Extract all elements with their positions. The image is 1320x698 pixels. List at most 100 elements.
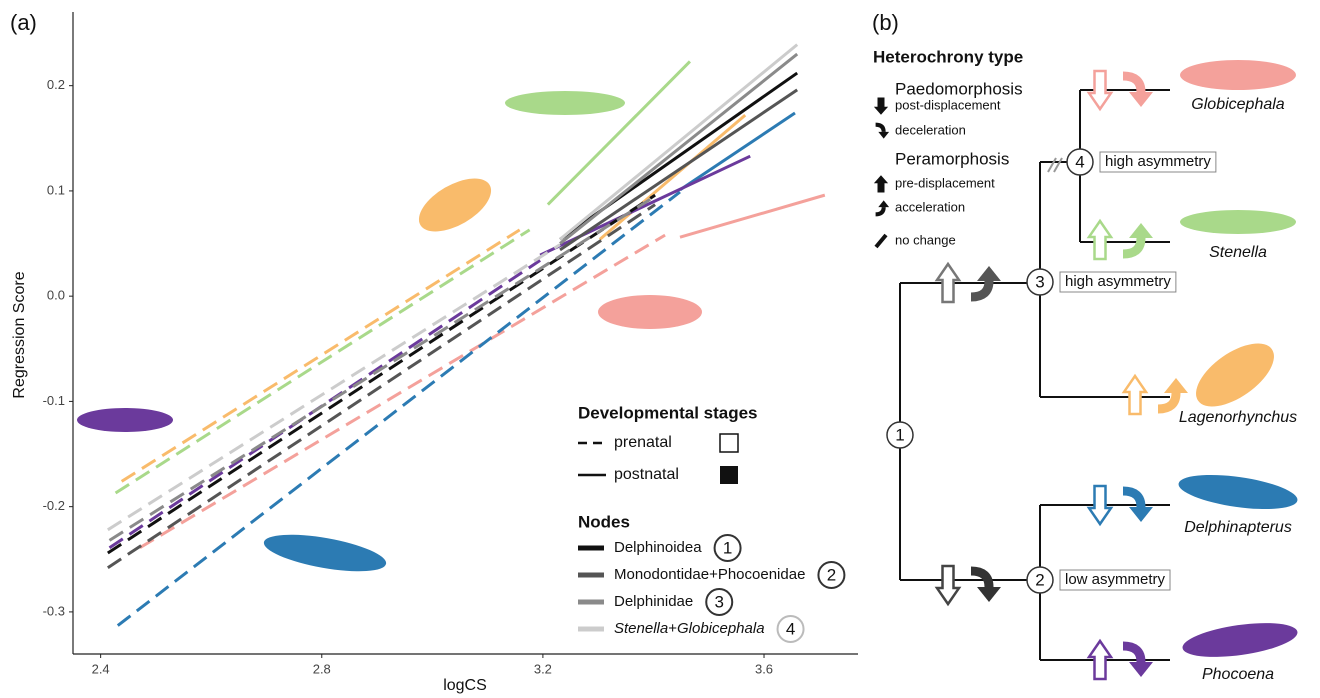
panel-label: (b): [872, 10, 899, 35]
node-circle: [1066, 148, 1094, 176]
legend-item: pre-displacement: [895, 175, 995, 190]
legend-icon: [874, 233, 888, 249]
legend-icon: [873, 97, 889, 115]
filled-arrow: [970, 566, 994, 588]
node-number: 3: [715, 592, 724, 611]
filled-arrow: [977, 266, 1001, 281]
filled-arrow: [1129, 223, 1153, 238]
taxon-label: Stenella: [1209, 244, 1267, 261]
dolphin-silhouette: [1178, 474, 1298, 510]
legend-icon: [875, 206, 886, 217]
filled-arrow: [1129, 662, 1153, 677]
prenatal-line: [116, 190, 681, 627]
dolphin-silhouette: [1196, 343, 1274, 407]
node-circle: [705, 588, 734, 616]
prenatal-line: [108, 198, 651, 542]
legend-label: prenatal: [614, 434, 672, 451]
legend-label: Monodontidae+Phocoenidae: [614, 566, 805, 583]
node-number: 1: [895, 425, 904, 444]
taxon-label: Lagenorhynchus: [1179, 409, 1297, 426]
taxon-label: Phocoena: [1202, 666, 1274, 683]
legend-item: acceleration: [895, 199, 965, 214]
filled-arrow: [1157, 392, 1181, 414]
asymmetry-box: [1059, 569, 1171, 591]
filled-arrow: [1129, 507, 1153, 522]
filled-arrow: [977, 587, 1001, 602]
silhouettes: [77, 60, 1298, 657]
dolphin-silhouette: [1182, 623, 1298, 657]
open-arrow: [1086, 638, 1114, 681]
filled-arrow: [1122, 71, 1146, 93]
postnatal-line: [598, 114, 747, 241]
dolphin-silhouette: [1180, 210, 1296, 234]
x-axis-title: logCS: [443, 677, 487, 694]
postnatal-line: [559, 43, 799, 241]
dolphin-silhouette: [263, 534, 387, 572]
node-number: 3: [1035, 272, 1044, 291]
legend-square: [719, 433, 739, 453]
asymmetry-note: high asymmetry: [1105, 153, 1211, 170]
node-circle: [776, 615, 805, 643]
taxon-label: Delphinapterus: [1184, 519, 1292, 536]
prenatal-line: [139, 233, 666, 549]
postnatal-line: [546, 60, 692, 206]
node-number: 4: [1075, 152, 1084, 171]
dolphin-silhouette: [598, 295, 702, 329]
prenatal-line: [106, 203, 656, 569]
prenatal-line: [108, 259, 541, 549]
node-circle: [713, 534, 742, 562]
legend-label: Delphinidae: [614, 593, 693, 610]
asymmetry-box: [1099, 151, 1217, 173]
y-tick-label: -0.1: [43, 393, 65, 408]
filled-arrow: [970, 280, 994, 302]
filled-arrow: [1122, 237, 1146, 259]
legend-icon: [875, 122, 886, 133]
legend-label: Stenella+Globicephala: [614, 620, 765, 637]
open-arrow: [1086, 484, 1114, 527]
legend-label: postnatal: [614, 466, 679, 483]
node-number: 2: [1035, 570, 1044, 589]
dolphin-silhouette: [1180, 60, 1296, 90]
x-tick-label: 3.6: [755, 661, 773, 676]
node-circle: [1026, 268, 1054, 296]
taxon-label: Globicephala: [1191, 96, 1285, 113]
x-tick-label: 3.2: [534, 661, 552, 676]
legend-title: Nodes: [578, 512, 630, 531]
filled-arrow: [1122, 486, 1146, 508]
postnatal-line: [679, 111, 796, 192]
legend-group: Paedomorphosis: [895, 79, 1023, 98]
prenatal-line: [107, 243, 561, 532]
asymmetry-note: high asymmetry: [1065, 273, 1171, 290]
filled-arrow: [1164, 378, 1188, 393]
open-arrow: [1121, 373, 1149, 416]
panel-label: (a): [10, 10, 37, 35]
filled-arrow: [1129, 92, 1153, 107]
prenatal-line: [114, 228, 531, 495]
node-circle: [1026, 566, 1054, 594]
postnatal-line: [559, 52, 799, 245]
x-tick-label: 2.8: [313, 661, 331, 676]
dolphin-silhouette: [77, 408, 173, 432]
node-number: 1: [723, 538, 732, 557]
dolphin-silhouette: [505, 91, 625, 115]
open-arrow: [934, 564, 962, 607]
legend-square: [720, 466, 738, 484]
y-tick-label: -0.3: [43, 603, 65, 618]
postnatal-line: [559, 88, 799, 252]
legend-group: Peramorphosis: [895, 149, 1009, 168]
asymmetry-note: low asymmetry: [1065, 571, 1166, 588]
y-tick-label: 0.0: [47, 288, 65, 303]
y-tick-label: 0.1: [47, 182, 65, 197]
broken-branch-mark: [1047, 157, 1063, 173]
open-arrow: [1086, 69, 1114, 112]
postnatal-line: [679, 193, 826, 239]
open-arrow: [934, 261, 962, 304]
legend-item: deceleration: [895, 122, 966, 137]
node-circle: [886, 421, 914, 449]
filled-arrow: [1122, 641, 1146, 663]
legend-icon: [878, 131, 890, 139]
legend-icon: [873, 175, 889, 193]
legend-item: post-displacement: [895, 97, 1001, 112]
node-circle: [817, 561, 846, 589]
